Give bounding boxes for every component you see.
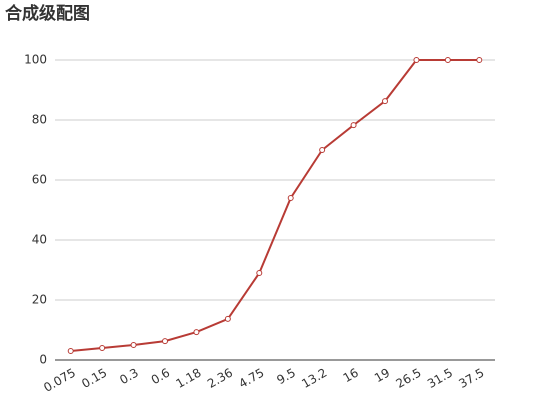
- y-tick-label: 60: [32, 173, 47, 187]
- y-tick-label: 100: [24, 53, 47, 67]
- x-tick-label: 4.75: [236, 366, 266, 391]
- series-line: [70, 59, 480, 352]
- x-tick-label: 9.5: [274, 366, 298, 388]
- x-tick-label: 19: [372, 366, 392, 386]
- data-point: [256, 270, 263, 276]
- x-tick-label: 16: [341, 366, 361, 386]
- data-point: [67, 348, 74, 354]
- y-tick-label: 40: [32, 233, 47, 247]
- data-point: [350, 122, 357, 129]
- chart-title: 合成级配图: [5, 3, 90, 24]
- data-point: [99, 345, 106, 351]
- y-tick-label: 20: [32, 293, 47, 307]
- x-tick-label: 26.5: [394, 366, 424, 391]
- x-tick-label: 0.6: [149, 366, 173, 388]
- x-tick-label: 1.18: [174, 366, 204, 391]
- x-tick-label: 0.3: [117, 366, 141, 388]
- x-tick-label: 31.5: [425, 366, 455, 391]
- data-point: [444, 57, 451, 63]
- data-point: [130, 342, 137, 348]
- x-tick-label: 13.2: [299, 366, 329, 391]
- x-tick-label: 2.36: [205, 366, 235, 391]
- data-point: [193, 329, 200, 336]
- x-tick-label: 0.075: [41, 366, 78, 395]
- x-tick-label: 37.5: [456, 366, 486, 391]
- data-point: [319, 147, 326, 153]
- data-point: [382, 98, 388, 105]
- y-tick-label: 0: [39, 353, 47, 367]
- x-tick-label: 0.15: [79, 366, 109, 391]
- data-point: [476, 57, 483, 63]
- data-point: [162, 338, 168, 345]
- data-point: [287, 195, 294, 201]
- y-tick-label: 80: [32, 113, 47, 127]
- data-point: [224, 315, 231, 322]
- data-point: [413, 57, 420, 63]
